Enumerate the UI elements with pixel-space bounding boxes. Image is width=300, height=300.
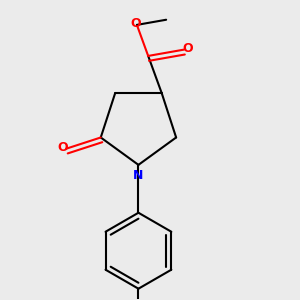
Text: O: O: [183, 43, 193, 56]
Text: O: O: [130, 17, 140, 30]
Text: N: N: [133, 169, 144, 182]
Text: O: O: [58, 141, 68, 154]
